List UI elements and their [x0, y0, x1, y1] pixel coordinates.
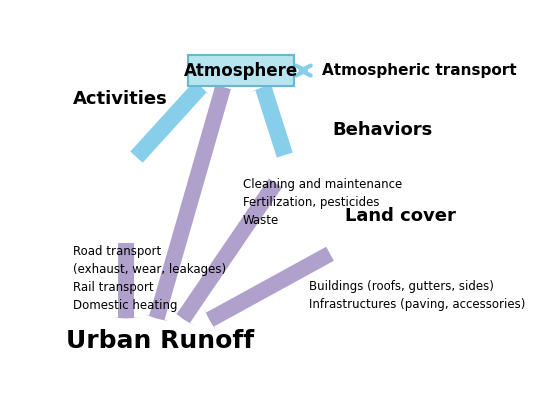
Text: Buildings (roofs, gutters, sides)
Infrastructures (paving, accessories): Buildings (roofs, gutters, sides) Infras… — [309, 280, 525, 311]
Text: Atmospheric transport: Atmospheric transport — [322, 63, 517, 78]
Text: Behaviors: Behaviors — [333, 121, 433, 139]
Text: Cleaning and maintenance
Fertilization, pesticides
Waste: Cleaning and maintenance Fertilization, … — [243, 177, 402, 227]
Text: Activities: Activities — [73, 91, 167, 108]
Text: Land cover: Land cover — [345, 206, 456, 225]
FancyBboxPatch shape — [188, 55, 294, 86]
Text: Road transport
(exhaust, wear, leakages)
Rail transport
Domestic heating: Road transport (exhaust, wear, leakages)… — [73, 245, 226, 312]
Text: Urban Runoff: Urban Runoff — [66, 329, 254, 353]
Text: Atmosphere: Atmosphere — [184, 62, 298, 79]
